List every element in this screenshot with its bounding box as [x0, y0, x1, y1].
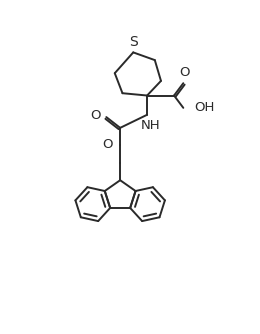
Text: O: O	[103, 138, 113, 151]
Text: S: S	[129, 34, 138, 48]
Text: NH: NH	[141, 119, 161, 132]
Text: OH: OH	[194, 101, 214, 114]
Text: O: O	[180, 65, 190, 78]
Text: O: O	[90, 109, 101, 122]
